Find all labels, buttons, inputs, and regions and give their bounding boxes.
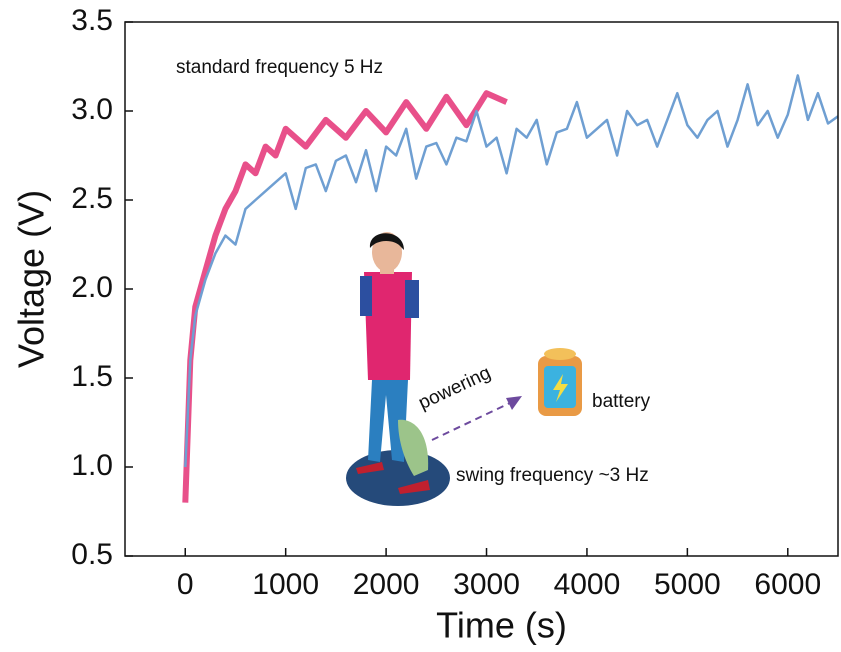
y-tick-label: 0.5 xyxy=(71,538,113,571)
x-axis-label: Time (s) xyxy=(436,605,567,646)
annotation: battery xyxy=(592,391,651,412)
arrow xyxy=(431,401,513,441)
x-tick-label: 0 xyxy=(177,568,194,601)
battery-cap xyxy=(544,348,576,360)
leg-sensor xyxy=(398,419,429,476)
x-tick-label: 5000 xyxy=(654,568,721,601)
illustration xyxy=(346,232,582,506)
x-tick-label: 1000 xyxy=(252,568,319,601)
legs xyxy=(368,380,408,462)
arrow-head xyxy=(506,396,522,410)
y-tick-label: 1.0 xyxy=(71,449,113,482)
x-tick-label: 3000 xyxy=(453,568,520,601)
y-tick-label: 3.5 xyxy=(71,4,113,37)
series-line xyxy=(184,74,839,468)
bolt xyxy=(553,374,568,402)
hair xyxy=(369,233,404,250)
x-tick-label: 2000 xyxy=(353,568,420,601)
arm xyxy=(360,276,372,316)
shirt xyxy=(364,272,412,380)
plot-area xyxy=(182,74,839,503)
y-axis-label: Voltage (V) xyxy=(11,190,52,368)
x-tick-label: 4000 xyxy=(554,568,621,601)
annotation: standard frequency 5 Hz xyxy=(176,57,383,78)
y-tick-label: 1.5 xyxy=(71,360,113,393)
shoes xyxy=(356,462,430,494)
y-tick-label: 2.0 xyxy=(71,271,113,304)
series-line xyxy=(182,90,508,503)
y-tick-label: 3.0 xyxy=(71,93,113,126)
annotation: swing frequency ~3 Hz xyxy=(456,465,649,486)
annotation: powering xyxy=(415,362,494,414)
arm xyxy=(405,280,419,318)
x-tick-label: 6000 xyxy=(754,568,821,601)
y-tick-label: 2.5 xyxy=(71,182,113,215)
